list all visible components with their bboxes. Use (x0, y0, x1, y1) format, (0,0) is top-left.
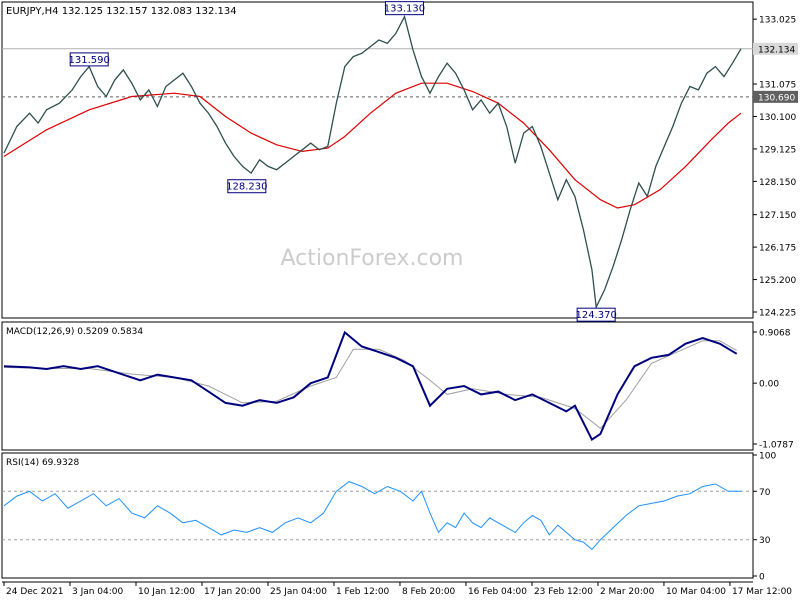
time-tick-label: 17 Mar 12:00 (732, 587, 792, 597)
rsi-title: RSI(14) 69.9328 (6, 458, 79, 468)
price-label-box (69, 52, 109, 67)
price-tick-label: 128.150 (759, 178, 796, 188)
current-price-tag-box (753, 42, 798, 55)
time-tick-label: 1 Feb 12:00 (336, 587, 390, 597)
time-tick-label: 2 Mar 20:00 (600, 587, 655, 597)
price-label: 131.590 (69, 55, 110, 66)
rsi-panel-frame (1, 452, 754, 579)
price-tick-label: 127.150 (759, 211, 796, 221)
price-label: 124.370 (575, 310, 616, 321)
macd-tick-label: 0.00 (759, 380, 779, 390)
rsi-tick-label: 0 (759, 573, 765, 583)
price-label-box (384, 1, 424, 16)
price-label-box (576, 307, 616, 322)
price-tick-label: 133.025 (759, 16, 796, 26)
panel-frames (1, 1, 754, 583)
level-price-tag-box (753, 90, 798, 103)
price-tick-label: 129.125 (759, 145, 796, 155)
level-price-tag: 130.690 (758, 93, 795, 103)
macd-tick-label: -1.0787 (759, 441, 794, 451)
label-layer: 131.590 133.130 128.230 124.370 (69, 1, 617, 322)
macd-tick-label: 0.9068 (759, 329, 791, 339)
macd-line (3, 330, 738, 442)
time-tick-label: 3 Jan 04:00 (72, 587, 124, 597)
price-tick-label: 125.200 (759, 276, 796, 286)
macd-signal-line (3, 340, 737, 429)
price-label: 128.230 (226, 182, 267, 193)
time-tick-label: 8 Feb 20:00 (402, 587, 456, 597)
price-tick-label: 130.100 (759, 113, 796, 123)
price-label-box (227, 179, 267, 194)
price-line (3, 14, 742, 310)
rsi-tick-label: 70 (759, 488, 771, 498)
time-tick-label: 23 Feb 12:00 (534, 587, 593, 597)
time-tick-label: 25 Jan 04:00 (270, 587, 327, 597)
time-tick-label: 10 Jan 12:00 (138, 587, 195, 597)
price-label: 133.130 (384, 4, 425, 15)
rsi-tick-label: 30 (759, 536, 771, 546)
series-layer (3, 14, 742, 551)
rsi-line (3, 481, 741, 551)
price-tick-label: 124.225 (759, 309, 796, 319)
price-tick-label: 126.175 (759, 244, 796, 254)
time-tick-label: 10 Mar 04:00 (666, 587, 726, 597)
current-price-tag: 132.134 (758, 45, 795, 55)
moving-average-line (3, 82, 742, 209)
watermark-text: ActionForex.com (281, 246, 464, 271)
price-panel-frame (1, 1, 754, 319)
macd-panel-frame (1, 321, 754, 451)
axis-layer: EURJPY,H4 132.125 132.157 132.083 132.13… (3, 6, 798, 597)
price-tick-label: 131.075 (759, 81, 796, 91)
time-tick-label: 16 Feb 04:00 (468, 587, 527, 597)
chart-header: EURJPY,H4 132.125 132.157 132.083 132.13… (6, 6, 237, 17)
watermark-layer: ActionForex.com (281, 246, 464, 271)
time-tick-label: 17 Jan 20:00 (204, 587, 261, 597)
macd-title: MACD(12,26,9) 0.5209 0.5834 (6, 327, 143, 337)
time-tick-label: 24 Dec 2021 (6, 587, 64, 597)
rsi-tick-label: 100 (759, 452, 776, 462)
level-lines (2, 48, 753, 541)
